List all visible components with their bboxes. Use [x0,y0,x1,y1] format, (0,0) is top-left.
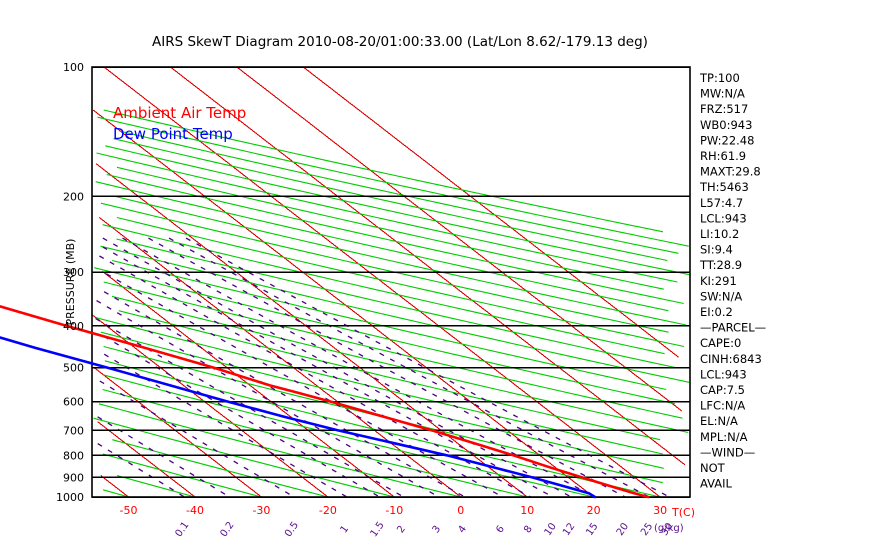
stat-item: —WIND— [700,445,755,459]
stat-item: TP:100 [699,71,740,85]
tick-label: 3 [431,524,444,536]
stat-item: L57:4.7 [700,196,743,210]
legend-dew-point-temp: Dew Point Temp [113,125,233,143]
stat-item: LI:10.2 [700,227,739,241]
stat-item: NOT [700,461,726,475]
chart-title: AIRS SkewT Diagram 2010-08-20/01:00:33.0… [152,34,648,50]
tick-label: 30 [653,504,667,517]
stat-item: LCL:943 [700,211,747,225]
stat-item: MAXT:29.8 [700,165,761,179]
stat-item: SI:9.4 [700,243,733,257]
stat-item: KI:291 [700,274,737,288]
stat-item: LCL:943 [700,367,747,381]
tick-label: -50 [120,504,138,517]
stat-item: CAP:7.5 [700,383,745,397]
stat-item: EI:0.2 [700,305,733,319]
tick-label: 6 [494,524,507,536]
y-axis-label: PRESSURE (MB) [64,239,77,326]
stat-item: RH:61.9 [700,149,746,163]
tick-label: 300 [63,266,84,279]
tick-label: 4 [456,524,469,536]
tick-label: 8 [522,524,535,536]
stat-item: WB0:943 [700,118,752,132]
stat-item: AVAIL [700,477,733,491]
tick-label: 500 [63,362,84,375]
tick-label: 600 [63,396,84,409]
tick-label: 2 [395,524,408,536]
stat-item: LFC:N/A [700,399,745,413]
tick-label: -40 [186,504,204,517]
tick-label: 0 [457,504,464,517]
stat-item: MW:N/A [700,87,745,101]
legend-ambient-air-temp: Ambient Air Temp [113,104,246,122]
stat-item: EL:N/A [700,414,738,428]
tick-label: 1000 [56,491,84,504]
tick-label: 10 [520,504,534,517]
tick-label: 700 [63,424,84,437]
tick-label: 20 [587,504,601,517]
x-axis-mixing-ratio-label: (g/kg) [654,523,684,534]
stat-item: PW:22.48 [700,133,754,147]
x-axis-temp-label: T(C) [671,506,695,519]
data-curves [0,305,650,499]
stat-item: —PARCEL— [700,321,766,335]
stat-item: CAPE:0 [700,336,741,350]
tick-label: 200 [63,190,84,203]
stat-item: TH:5463 [699,180,749,194]
tick-label: 400 [63,320,84,333]
tick-label: 1 [339,524,352,536]
stat-item: FRZ:517 [700,102,748,116]
tick-label: 800 [63,449,84,462]
stat-item: SW:N/A [700,289,742,303]
stat-item: MPL:N/A [700,430,748,444]
tick-label: -30 [252,504,270,517]
tick-label: -20 [319,504,337,517]
plot-frame [91,66,691,498]
stat-item: CINH:6843 [700,352,762,366]
tick-label: 100 [63,61,84,74]
tick-label: -10 [385,504,403,517]
tick-label: 900 [63,471,84,484]
stat-item: TT:28.9 [699,258,742,272]
